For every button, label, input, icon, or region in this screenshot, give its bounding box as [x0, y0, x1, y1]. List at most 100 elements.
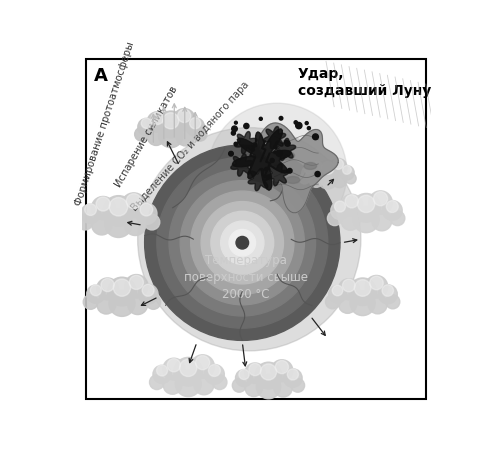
Circle shape — [382, 201, 402, 221]
Circle shape — [138, 284, 158, 304]
Polygon shape — [248, 169, 270, 191]
Circle shape — [294, 121, 298, 124]
Circle shape — [96, 197, 110, 211]
Circle shape — [326, 295, 340, 309]
Circle shape — [328, 285, 346, 303]
Circle shape — [271, 360, 293, 382]
Circle shape — [173, 109, 195, 130]
Polygon shape — [231, 154, 253, 176]
Circle shape — [310, 173, 323, 188]
Polygon shape — [258, 123, 338, 213]
Circle shape — [142, 284, 154, 296]
Circle shape — [204, 365, 225, 384]
Circle shape — [341, 212, 360, 230]
Circle shape — [174, 357, 203, 386]
Circle shape — [340, 165, 354, 180]
Circle shape — [340, 194, 362, 216]
Circle shape — [138, 118, 155, 135]
Circle shape — [342, 165, 351, 174]
Circle shape — [317, 160, 338, 181]
Circle shape — [334, 201, 345, 212]
Circle shape — [390, 211, 405, 226]
Circle shape — [190, 118, 201, 129]
Circle shape — [84, 204, 96, 216]
Circle shape — [302, 166, 316, 179]
Circle shape — [163, 358, 185, 380]
Circle shape — [208, 103, 347, 243]
Circle shape — [322, 162, 334, 174]
Circle shape — [338, 295, 356, 313]
Circle shape — [284, 140, 288, 144]
Circle shape — [81, 204, 100, 223]
Circle shape — [153, 365, 171, 384]
Circle shape — [232, 126, 237, 131]
Circle shape — [138, 128, 361, 351]
Ellipse shape — [277, 151, 294, 160]
Circle shape — [162, 113, 179, 129]
Circle shape — [168, 359, 180, 372]
Circle shape — [228, 151, 234, 156]
Circle shape — [279, 116, 283, 120]
Circle shape — [83, 295, 98, 309]
Circle shape — [90, 285, 102, 296]
Circle shape — [144, 214, 160, 230]
Circle shape — [163, 376, 182, 394]
Circle shape — [264, 168, 268, 171]
Circle shape — [196, 356, 209, 370]
Circle shape — [126, 194, 142, 209]
Circle shape — [148, 128, 165, 145]
Circle shape — [358, 195, 375, 212]
Circle shape — [368, 191, 392, 214]
Circle shape — [332, 173, 346, 188]
Circle shape — [350, 290, 375, 316]
Circle shape — [365, 275, 388, 298]
Text: Удар,
создавший Луну: Удар, создавший Луну — [298, 67, 432, 98]
Circle shape — [180, 181, 304, 305]
Circle shape — [86, 285, 105, 304]
Circle shape — [309, 161, 326, 177]
Circle shape — [122, 193, 146, 218]
Circle shape — [331, 201, 349, 220]
Circle shape — [328, 211, 342, 226]
Circle shape — [312, 134, 318, 140]
Circle shape — [158, 123, 183, 148]
Circle shape — [220, 221, 264, 265]
Circle shape — [211, 211, 274, 274]
Ellipse shape — [286, 177, 300, 183]
Circle shape — [232, 131, 235, 135]
Circle shape — [136, 203, 157, 224]
Circle shape — [96, 278, 118, 300]
Circle shape — [141, 118, 152, 128]
Circle shape — [190, 191, 294, 294]
Circle shape — [158, 111, 184, 138]
Circle shape — [285, 141, 290, 146]
Circle shape — [236, 236, 248, 249]
Circle shape — [353, 207, 379, 233]
Circle shape — [147, 112, 168, 132]
Circle shape — [368, 295, 387, 314]
Circle shape — [304, 166, 312, 174]
Circle shape — [386, 201, 398, 212]
Circle shape — [239, 369, 249, 380]
Circle shape — [156, 365, 168, 376]
Circle shape — [108, 277, 136, 306]
Circle shape — [276, 361, 288, 374]
Circle shape — [97, 295, 116, 314]
Text: Формирование протоатмосферы: Формирование протоатмосферы — [73, 41, 136, 207]
Circle shape — [229, 230, 256, 256]
Circle shape — [232, 379, 246, 392]
Circle shape — [101, 279, 114, 292]
Circle shape — [180, 359, 197, 376]
Circle shape — [330, 159, 347, 176]
Circle shape — [186, 118, 204, 136]
Circle shape — [234, 121, 238, 124]
Circle shape — [178, 109, 191, 122]
Polygon shape — [266, 164, 289, 186]
Circle shape — [312, 161, 322, 171]
Circle shape — [300, 173, 310, 184]
Circle shape — [245, 379, 262, 397]
Text: Выделение CO₂ и водяного пара: Выделение CO₂ и водяного пара — [129, 80, 250, 213]
Circle shape — [260, 364, 276, 380]
Circle shape — [284, 369, 302, 387]
Circle shape — [77, 214, 93, 230]
